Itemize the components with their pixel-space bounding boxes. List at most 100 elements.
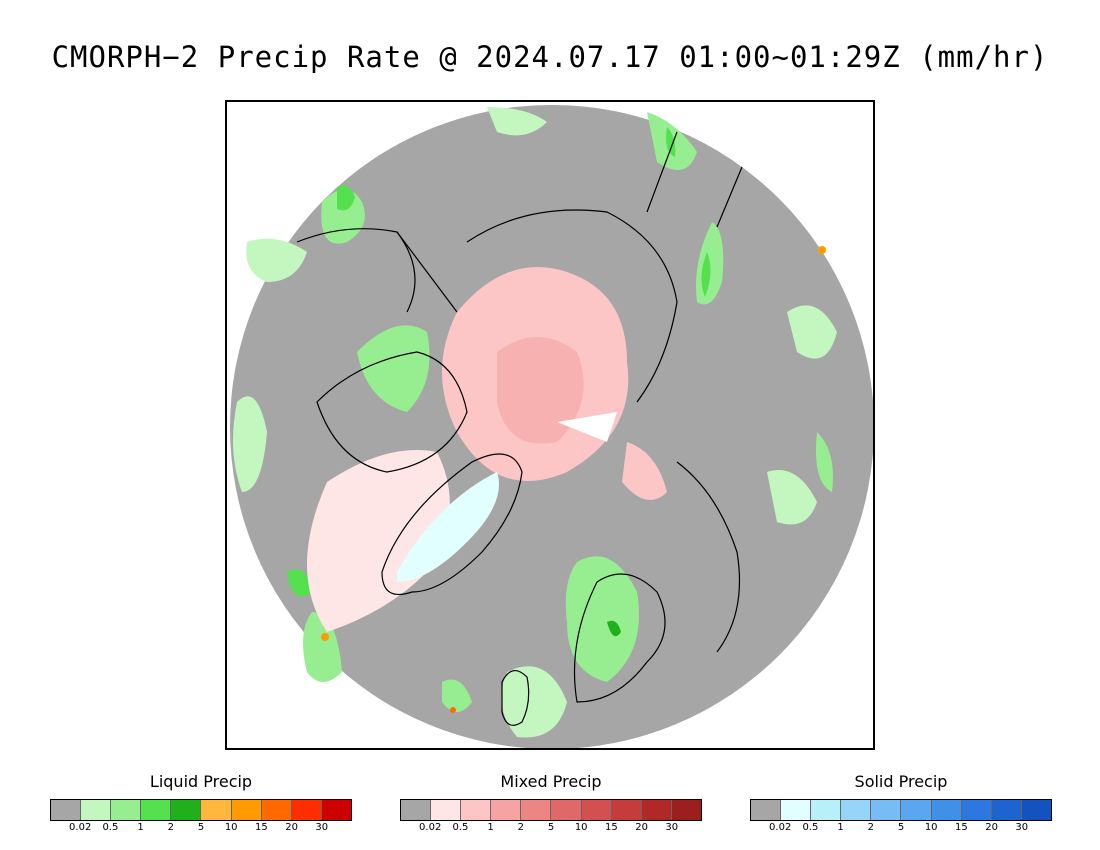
liquid-precip-areas — [233, 107, 837, 738]
legend-tick-label: 5 — [547, 822, 555, 833]
legend-tick-label: 0.5 — [102, 822, 119, 833]
dateline-boundary — [396, 231, 458, 313]
tick-labels: 0.02 0.5 1 2 5 10 15 20 30 — [50, 821, 352, 835]
legend-swatch — [841, 800, 872, 820]
rain-area — [816, 432, 833, 492]
rain-area — [607, 620, 621, 637]
rain-area — [565, 556, 639, 682]
legend-swatch — [401, 800, 432, 820]
rain-area — [357, 325, 430, 412]
rain-area — [337, 185, 355, 211]
legend-swatch — [671, 800, 701, 820]
legend-tick-label: 1 — [837, 822, 844, 833]
legend-swatch — [461, 800, 492, 820]
legend-swatch — [641, 800, 672, 820]
legend-swatch — [431, 800, 462, 820]
legend-tick-label: 5 — [897, 822, 905, 833]
legend-tick-label: 15 — [605, 822, 618, 833]
legend-swatch — [321, 800, 351, 820]
rain-area — [246, 238, 307, 282]
heavy-rain-cell — [450, 707, 456, 713]
rain-area — [501, 666, 567, 738]
legend-mixed: Mixed Precip 0.02 0.5 1 2 5 10 15 20 30 — [400, 772, 702, 835]
map-title: CMORPH−2 Precip Rate @ 2024.07.17 01:00~… — [51, 40, 1049, 74]
legend-swatch — [781, 800, 812, 820]
legend-swatch — [961, 800, 992, 820]
legend-tick-label: 1 — [137, 822, 144, 833]
legend-swatch — [551, 800, 582, 820]
legend-tick-label: 2 — [167, 822, 174, 833]
legend-swatch — [901, 800, 932, 820]
rain-area — [767, 470, 817, 525]
legend-swatch — [751, 800, 782, 820]
legend-swatch — [1021, 800, 1051, 820]
legend-swatch — [111, 800, 142, 820]
legend-tick-label: 30 — [1015, 822, 1029, 833]
color-bar — [50, 799, 352, 821]
legend-swatch — [521, 800, 552, 820]
border-line — [716, 166, 743, 228]
mixed-area — [622, 442, 667, 500]
rain-area — [701, 252, 711, 297]
color-bar — [750, 799, 1052, 821]
polar-precip-map — [225, 100, 875, 750]
legend-solid: Solid Precip 0.02 0.5 1 2 5 10 15 20 30 — [750, 772, 1052, 835]
uk-coast — [501, 670, 530, 726]
color-bar — [400, 799, 702, 821]
rain-area — [321, 189, 365, 244]
legend-liquid: Liquid Precip 0.02 0.5 1 2 5 10 15 20 30 — [50, 772, 352, 835]
legend-swatch — [261, 800, 292, 820]
legend-tick-label: 0.02 — [419, 822, 442, 833]
scandinavia-coast — [573, 573, 666, 703]
legend-tick-label: 0.5 — [802, 822, 819, 833]
mixed-area — [557, 412, 617, 442]
map-canvas — [230, 105, 873, 748]
border-line — [646, 131, 678, 213]
legend-tick-label: 10 — [574, 822, 588, 833]
heavy-rain-cell — [321, 633, 329, 641]
legend-swatch — [291, 800, 322, 820]
legend-tick-label: 15 — [255, 822, 268, 833]
mixed-precip-areas — [307, 267, 667, 632]
legend-tick-label: 5 — [197, 822, 205, 833]
rain-area — [233, 396, 267, 492]
tick-labels: 0.02 0.5 1 2 5 10 15 20 30 — [400, 821, 702, 835]
heavy-rain-cell — [818, 246, 826, 254]
rain-area — [287, 569, 312, 597]
legend-tick-label: 15 — [955, 822, 968, 833]
eurasia-coast — [676, 461, 741, 653]
legend-tick-label: 2 — [867, 822, 874, 833]
legend-title: Mixed Precip — [500, 772, 602, 791]
legend-tick-label: 0.02 — [769, 822, 792, 833]
legend-swatch — [991, 800, 1022, 820]
legend-swatch — [871, 800, 902, 820]
legend-tick-label: 0.5 — [452, 822, 469, 833]
rain-area — [666, 127, 676, 157]
legend-swatch — [231, 800, 262, 820]
legend-tick-label: 20 — [635, 822, 648, 833]
legend-swatch — [931, 800, 962, 820]
greenland-coast — [381, 453, 523, 596]
rain-area — [442, 679, 472, 712]
legend-tick-label: 10 — [924, 822, 938, 833]
rain-area — [787, 305, 837, 359]
rain-area — [487, 107, 547, 136]
legend-title: Liquid Precip — [149, 772, 253, 791]
legend-swatch — [491, 800, 522, 820]
canada-arctic-coast — [316, 351, 468, 473]
siberia-coast — [466, 209, 678, 403]
solid-precip-areas — [397, 472, 499, 582]
legend-tick-label: 30 — [665, 822, 679, 833]
legend-tick-label: 20 — [285, 822, 298, 833]
legend-swatch — [201, 800, 232, 820]
legend-swatch — [81, 800, 112, 820]
legend-swatch — [581, 800, 612, 820]
legend-swatch — [611, 800, 642, 820]
legend-tick-label: 20 — [985, 822, 998, 833]
legend-swatch — [141, 800, 172, 820]
legend-swatch — [811, 800, 842, 820]
legend-tick-label: 2 — [517, 822, 524, 833]
legend-swatch — [51, 800, 82, 820]
snow-area — [397, 472, 499, 582]
mixed-area — [497, 337, 584, 444]
